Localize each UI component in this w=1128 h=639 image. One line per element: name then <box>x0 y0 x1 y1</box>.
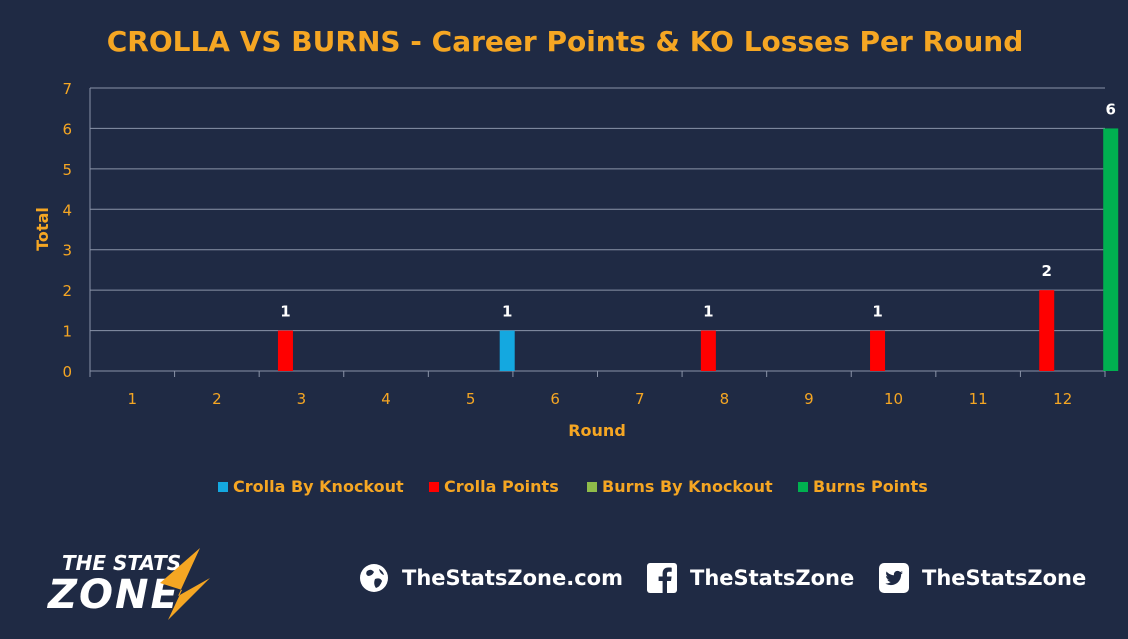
x-tick-label: 2 <box>212 390 222 408</box>
y-tick-label: 3 <box>62 242 72 260</box>
facebook-text: TheStatsZone <box>690 566 855 590</box>
bars <box>277 128 1119 371</box>
stats-zone-logo: THE STATS ZONE <box>46 548 210 620</box>
twitter-icon <box>879 563 909 593</box>
x-tick-label: 1 <box>128 390 138 408</box>
chart-title: CROLLA VS BURNS - Career Points & KO Los… <box>107 25 1024 58</box>
y-tick-label: 1 <box>62 323 72 341</box>
y-tick-label: 4 <box>62 201 72 219</box>
logo-bolt-icon <box>160 548 210 620</box>
twitter-text: TheStatsZone <box>922 566 1087 590</box>
bar <box>1103 128 1119 371</box>
twitter-link[interactable]: TheStatsZone <box>878 558 1086 598</box>
data-label: 1 <box>872 303 882 321</box>
x-tick-label: 9 <box>804 390 814 408</box>
y-tick-label: 0 <box>62 363 72 381</box>
data-label: 1 <box>280 303 290 321</box>
x-tick-label: 4 <box>381 390 391 408</box>
legend-swatch <box>218 482 228 492</box>
bar <box>499 330 515 371</box>
y-tick-label: 7 <box>62 80 72 98</box>
logo-line-2: ZONE <box>46 572 180 618</box>
x-tick-label: 7 <box>635 390 645 408</box>
logo-line-1: THE STATS <box>62 551 181 575</box>
x-tick-label: 12 <box>1053 390 1072 408</box>
footer: THE STATS ZONE TheStatsZone.com TheStats… <box>0 528 1128 639</box>
y-tick-label: 6 <box>62 120 72 138</box>
x-axis-title: Round <box>568 421 626 440</box>
website-link[interactable]: TheStatsZone.com <box>358 558 623 598</box>
x-tick-label: 11 <box>969 390 988 408</box>
data-labels: 1 1 1 1 2 6 <box>280 100 1116 320</box>
legend-label: Crolla Points <box>444 477 559 496</box>
facebook-icon <box>647 563 677 593</box>
facebook-link[interactable]: TheStatsZone <box>646 558 854 598</box>
x-tick-label: 6 <box>550 390 560 408</box>
website-text: TheStatsZone.com <box>402 566 623 590</box>
legend: Crolla By Knockout Crolla Points Burns By … <box>218 477 928 496</box>
bar <box>1039 290 1055 371</box>
legend-label: Crolla By Knockout <box>233 477 404 496</box>
y-tick-label: 5 <box>62 161 72 179</box>
legend-label: Burns Points <box>813 477 928 496</box>
legend-swatch <box>798 482 808 492</box>
y-tick-label: 2 <box>62 282 72 300</box>
bar <box>700 330 716 371</box>
x-tick-label: 10 <box>884 390 903 408</box>
x-tick-label: 5 <box>466 390 476 408</box>
data-label: 2 <box>1041 262 1051 280</box>
gridlines <box>90 87 1105 332</box>
bar <box>277 330 293 371</box>
legend-swatch <box>429 482 439 492</box>
data-label: 6 <box>1105 100 1115 118</box>
globe-icon <box>360 564 388 592</box>
x-tick-label: 3 <box>297 390 307 408</box>
data-label: 1 <box>502 303 512 321</box>
bar <box>870 330 886 371</box>
bar-chart: CROLLA VS BURNS - Career Points & KO Los… <box>33 25 1119 496</box>
y-axis-title: Total <box>33 207 52 251</box>
legend-swatch <box>587 482 597 492</box>
x-tick-label: 8 <box>720 390 730 408</box>
legend-label: Burns By Knockout <box>602 477 773 496</box>
data-label: 1 <box>703 303 713 321</box>
